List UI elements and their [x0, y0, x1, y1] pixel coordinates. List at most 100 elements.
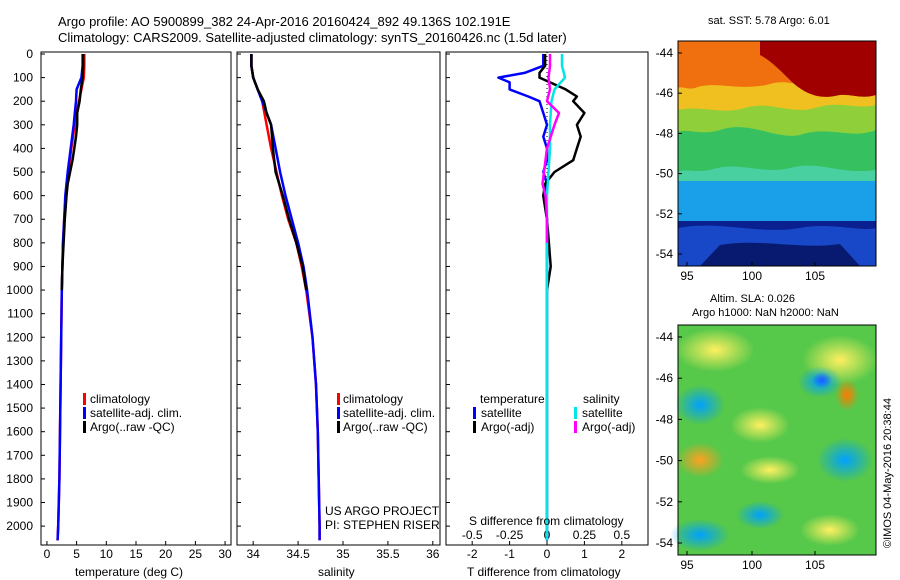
map-y-tick-label: -44 — [656, 330, 674, 344]
depth-tick-label: 600 — [13, 189, 33, 203]
depth-tick-label: 800 — [13, 236, 33, 250]
map-y-tick-label: -52 — [656, 495, 674, 509]
x-tick-label: -0.5 — [462, 528, 483, 542]
salinity-x-ticks: 34 34.5 35 35.5 36 — [246, 541, 440, 561]
figure-title-line2: Climatology: CARS2009. Satellite-adjuste… — [58, 30, 567, 45]
x-tick-label: 0.5 — [613, 528, 630, 542]
x-tick-label: -1 — [504, 547, 515, 561]
legend-label-climatology: climatology — [90, 392, 150, 406]
legend-swatch-s-argo — [574, 421, 577, 433]
depth-tick-label: 1700 — [6, 448, 33, 462]
depth-tick-label: 100 — [13, 71, 33, 85]
map-y-tick-label: -54 — [656, 247, 674, 261]
salinity-legend: climatology satellite-adj. clim. Argo(..… — [337, 392, 435, 434]
legend-label-satellite: satellite-adj. clim. — [90, 406, 182, 420]
depth-tick-label: 200 — [13, 94, 33, 108]
sst-map-frame — [677, 40, 877, 267]
x-tick-label: -0.25 — [496, 528, 524, 542]
salinity-xlabel: salinity — [318, 565, 355, 579]
series-line-argo-raw-qc- — [60, 54, 85, 291]
series-line-argo-raw-qc- — [250, 54, 308, 291]
map-y-tick-label: -52 — [656, 207, 674, 221]
map-y-tick-label: -50 — [656, 167, 674, 181]
sla-map-ticks: -44 -46 -48 -50 -52 -54 95 100 105 — [656, 330, 826, 572]
depth-tick-label: 0 — [26, 47, 33, 61]
depth-tick-label: 1000 — [6, 283, 33, 297]
temperature-series — [56, 54, 86, 541]
series-line-satellite-adj-clim- — [56, 54, 84, 541]
map-x-tick-label: 100 — [742, 558, 762, 572]
x-tick-label: 0.25 — [573, 528, 597, 542]
sla-map-title2: Argo h1000: NaN h2000: NaN — [692, 307, 839, 319]
x-tick-label: 0 — [544, 547, 551, 561]
depth-axis: 0 100 200 300 400 500 600 700 800 900 1000 1100 1200… — [6, 47, 450, 533]
difference-series — [497, 54, 586, 541]
x-tick-label: 2 — [618, 547, 625, 561]
legend-label-climatology: climatology — [343, 392, 403, 406]
depth-tick-label: 500 — [13, 165, 33, 179]
legend-head-temperature: temperature — [480, 392, 545, 406]
depth-tick-label: 1800 — [6, 472, 33, 486]
map-y-tick-label: -54 — [656, 536, 674, 550]
depth-tick-label: 1900 — [6, 496, 33, 510]
legend-swatch-argo — [337, 421, 340, 433]
legend-label-argo: Argo(..raw -QC) — [343, 420, 428, 434]
series-line-argo-adj- — [541, 54, 561, 243]
depth-tick-label: 1500 — [6, 401, 33, 415]
t-diff-xlabel: T difference from climatology — [467, 565, 621, 579]
series-line-satellite — [497, 54, 549, 541]
s-diff-label: S difference from climatology — [469, 514, 624, 528]
depth-tick-label: 300 — [13, 118, 33, 132]
sst-map — [678, 41, 876, 266]
series-line-climatology — [250, 54, 321, 541]
map-x-tick-label: 100 — [742, 269, 762, 283]
temperature-xlabel: temperature (deg C) — [75, 565, 183, 579]
map-y-tick-label: -46 — [656, 371, 674, 385]
salinity-panel-frame — [236, 51, 441, 546]
x-tick-label: 34 — [246, 547, 260, 561]
series-line-satellite-adj-clim- — [250, 54, 321, 541]
legend-label-s-satellite: satellite — [582, 406, 623, 420]
depth-tick-label: 1300 — [6, 354, 33, 368]
sla-map-title1: Altim. SLA: 0.026 — [710, 293, 795, 305]
depth-tick-label: 400 — [13, 141, 33, 155]
depth-tick-label: 2000 — [6, 519, 33, 533]
map-x-tick-label: 95 — [680, 558, 694, 572]
x-tick-label: -2 — [467, 547, 478, 561]
x-tick-label: 15 — [129, 547, 143, 561]
legend-label-argo: Argo(..raw -QC) — [90, 420, 175, 434]
legend-swatch-satellite — [337, 407, 340, 419]
temperature-legend: climatology satellite-adj. clim. Argo(..… — [83, 392, 182, 434]
t-diff-x-ticks: -2 -1 0 1 2 — [467, 541, 625, 561]
x-tick-label: 35 — [336, 547, 350, 561]
legend-swatch-argo — [83, 421, 86, 433]
legend-label-t-satellite: satellite — [481, 406, 522, 420]
legend-swatch-satellite — [83, 407, 86, 419]
map-y-tick-label: -46 — [656, 86, 674, 100]
imos-timestamp: ©IMOS 04-May-2016 20:38:44 — [882, 398, 894, 548]
map-x-tick-label: 95 — [680, 269, 694, 283]
map-y-tick-label: -48 — [656, 126, 674, 140]
project-line2: PI: STEPHEN RISER — [325, 518, 440, 532]
x-tick-label: 5 — [73, 547, 80, 561]
temperature-x-ticks: 0 5 10 15 20 25 30 — [44, 541, 232, 561]
sst-map-title: sat. SST: 5.78 Argo: 6.01 — [708, 15, 830, 27]
x-tick-label: 10 — [100, 547, 114, 561]
sst-map-ticks: -44 -46 -48 -50 -52 -54 95 100 105 — [656, 46, 826, 283]
difference-legend: temperature salinity satellite Argo(-adj… — [473, 392, 635, 434]
map-x-tick-label: 105 — [805, 558, 825, 572]
legend-swatch-climatology — [337, 393, 340, 405]
x-tick-label: 0 — [44, 547, 51, 561]
x-tick-label: 20 — [159, 547, 173, 561]
depth-tick-label: 1100 — [7, 307, 33, 321]
sla-map — [670, 325, 878, 555]
map-y-tick-label: -48 — [656, 412, 674, 426]
map-y-tick-label: -50 — [656, 454, 674, 468]
legend-label-satellite: satellite-adj. clim. — [343, 406, 435, 420]
legend-swatch-t-satellite — [473, 407, 476, 419]
sla-map-frame — [677, 324, 877, 556]
legend-label-t-argo: Argo(-adj) — [481, 420, 534, 434]
map-y-tick-label: -44 — [656, 46, 674, 60]
series-line-satellite — [545, 54, 567, 541]
